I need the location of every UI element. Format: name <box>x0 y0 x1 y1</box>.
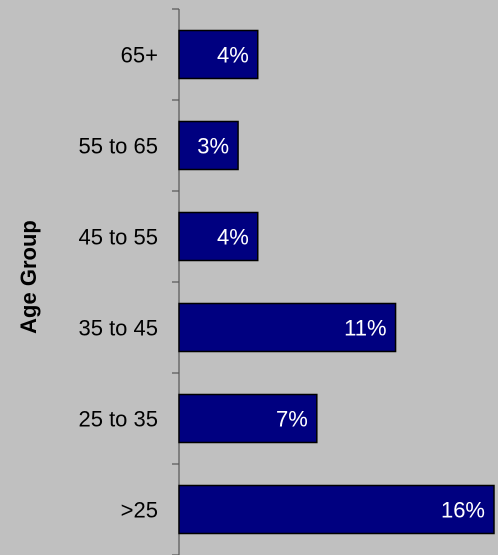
category-label: 45 to 55 <box>78 225 158 250</box>
value-label: 4% <box>217 225 249 250</box>
category-label: 25 to 35 <box>78 407 158 432</box>
y-axis-title: Age Group <box>16 220 41 334</box>
bar <box>178 211 259 262</box>
value-label: 4% <box>217 43 249 68</box>
category-label: >25 <box>121 498 158 523</box>
category-label: 35 to 45 <box>78 316 158 341</box>
bar-series <box>178 29 495 535</box>
bar <box>178 120 239 171</box>
bar <box>178 302 397 353</box>
y-axis-ticks <box>172 8 179 555</box>
value-label: 3% <box>197 134 229 159</box>
value-labels: 4% 3% 4% 11% 7% 16% <box>197 43 485 523</box>
bar <box>178 484 495 535</box>
value-label: 7% <box>276 407 308 432</box>
value-label: 16% <box>441 498 485 523</box>
category-label: 55 to 65 <box>78 134 158 159</box>
bar <box>178 393 318 444</box>
category-label: 65+ <box>121 43 158 68</box>
category-labels: 65+ 55 to 65 45 to 55 35 to 45 25 to 35 >25 <box>78 43 158 523</box>
value-label: 11% <box>344 316 386 341</box>
bar <box>178 29 259 80</box>
